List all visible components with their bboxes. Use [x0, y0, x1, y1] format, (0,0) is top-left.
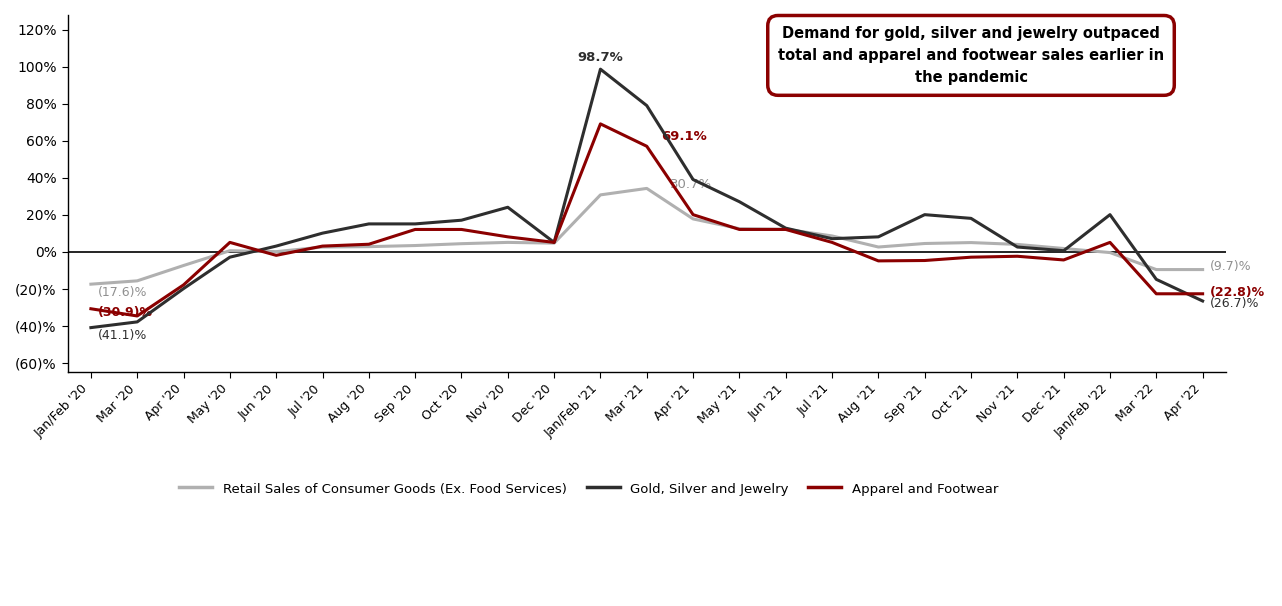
Text: (30.9)%: (30.9)%	[97, 306, 153, 319]
Text: (9.7)%: (9.7)%	[1210, 261, 1251, 273]
Text: (26.7)%: (26.7)%	[1210, 298, 1259, 310]
Text: (41.1)%: (41.1)%	[97, 330, 147, 342]
Legend: Retail Sales of Consumer Goods (Ex. Food Services), Gold, Silver and Jewelry, Ap: Retail Sales of Consumer Goods (Ex. Food…	[174, 477, 1004, 501]
Text: (17.6)%: (17.6)%	[97, 286, 147, 299]
Text: 69.1%: 69.1%	[660, 130, 706, 142]
Text: (22.8)%: (22.8)%	[1210, 287, 1265, 299]
Text: 98.7%: 98.7%	[578, 51, 623, 64]
Text: 30.7%: 30.7%	[670, 178, 712, 191]
Text: Demand for gold, silver and jewelry outpaced
total and apparel and footwear sale: Demand for gold, silver and jewelry outp…	[778, 25, 1164, 85]
